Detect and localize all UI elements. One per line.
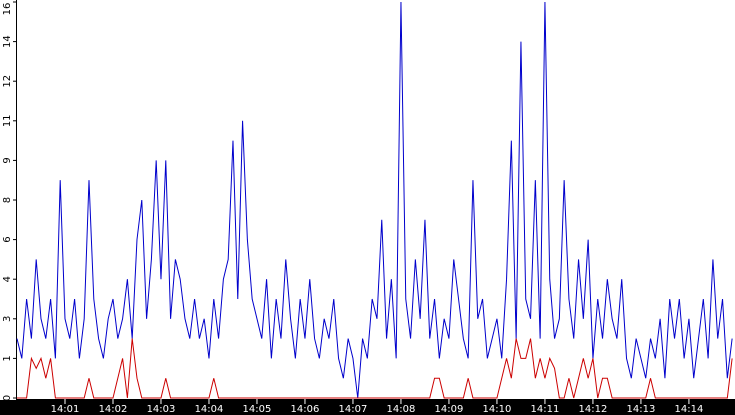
x-tick-label: 14:14 <box>675 404 704 415</box>
x-tick-label: 14:05 <box>243 404 272 415</box>
y-tick-label: 11 <box>2 114 13 127</box>
y-tick-label: 16 <box>2 3 13 16</box>
y-tick-label: 6 <box>2 236 13 242</box>
x-tick-label: 14:08 <box>387 404 416 415</box>
y-tick-label: 9 <box>2 157 13 163</box>
x-tick-label: 14:11 <box>531 404 560 415</box>
x-tick-label: 14:03 <box>147 404 176 415</box>
y-tick-label: 8 <box>2 197 13 203</box>
x-tick-label: 14:01 <box>51 404 80 415</box>
x-tick-label: 14:04 <box>195 404 224 415</box>
x-tick-label: 14:09 <box>435 404 464 415</box>
series-line <box>17 338 733 399</box>
y-tick-label: 14 <box>2 35 13 48</box>
y-tick-label: 0 <box>2 395 13 401</box>
x-tick-label: 14:07 <box>339 404 368 415</box>
x-tick-label: 14:06 <box>291 404 320 415</box>
x-tick-label: 14:12 <box>579 404 608 415</box>
y-tick-label: 1 <box>2 355 13 361</box>
y-tick-label: 4 <box>2 276 13 282</box>
x-tick-label: 14:13 <box>627 404 656 415</box>
series-line <box>16 1 733 399</box>
x-axis-band <box>0 400 735 415</box>
x-tick-label: 14:10 <box>483 404 512 415</box>
x-tick-label: 14:02 <box>99 404 128 415</box>
y-tick-label: 12 <box>2 75 13 88</box>
y-tick-label: 3 <box>2 316 13 322</box>
